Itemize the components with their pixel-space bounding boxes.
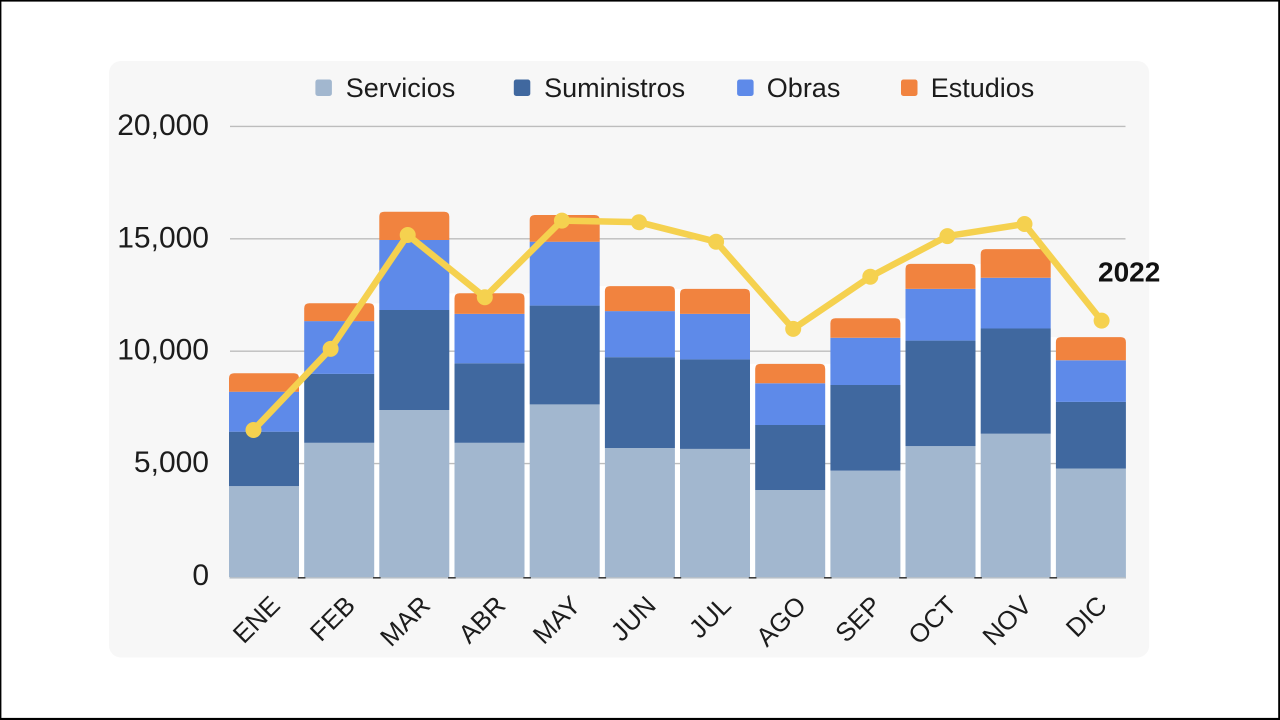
svg-text:2022: 2022 [1098, 257, 1160, 288]
svg-text:Suministros: Suministros [544, 73, 685, 103]
svg-text:Servicios: Servicios [346, 73, 456, 103]
svg-text:0: 0 [192, 559, 209, 592]
svg-text:5,000: 5,000 [134, 446, 209, 479]
svg-text:Obras: Obras [767, 73, 841, 103]
svg-text:20,000: 20,000 [117, 109, 209, 142]
svg-text:Estudios: Estudios [931, 73, 1035, 103]
svg-text:10,000: 10,000 [117, 334, 209, 367]
svg-text:15,000: 15,000 [117, 221, 209, 254]
